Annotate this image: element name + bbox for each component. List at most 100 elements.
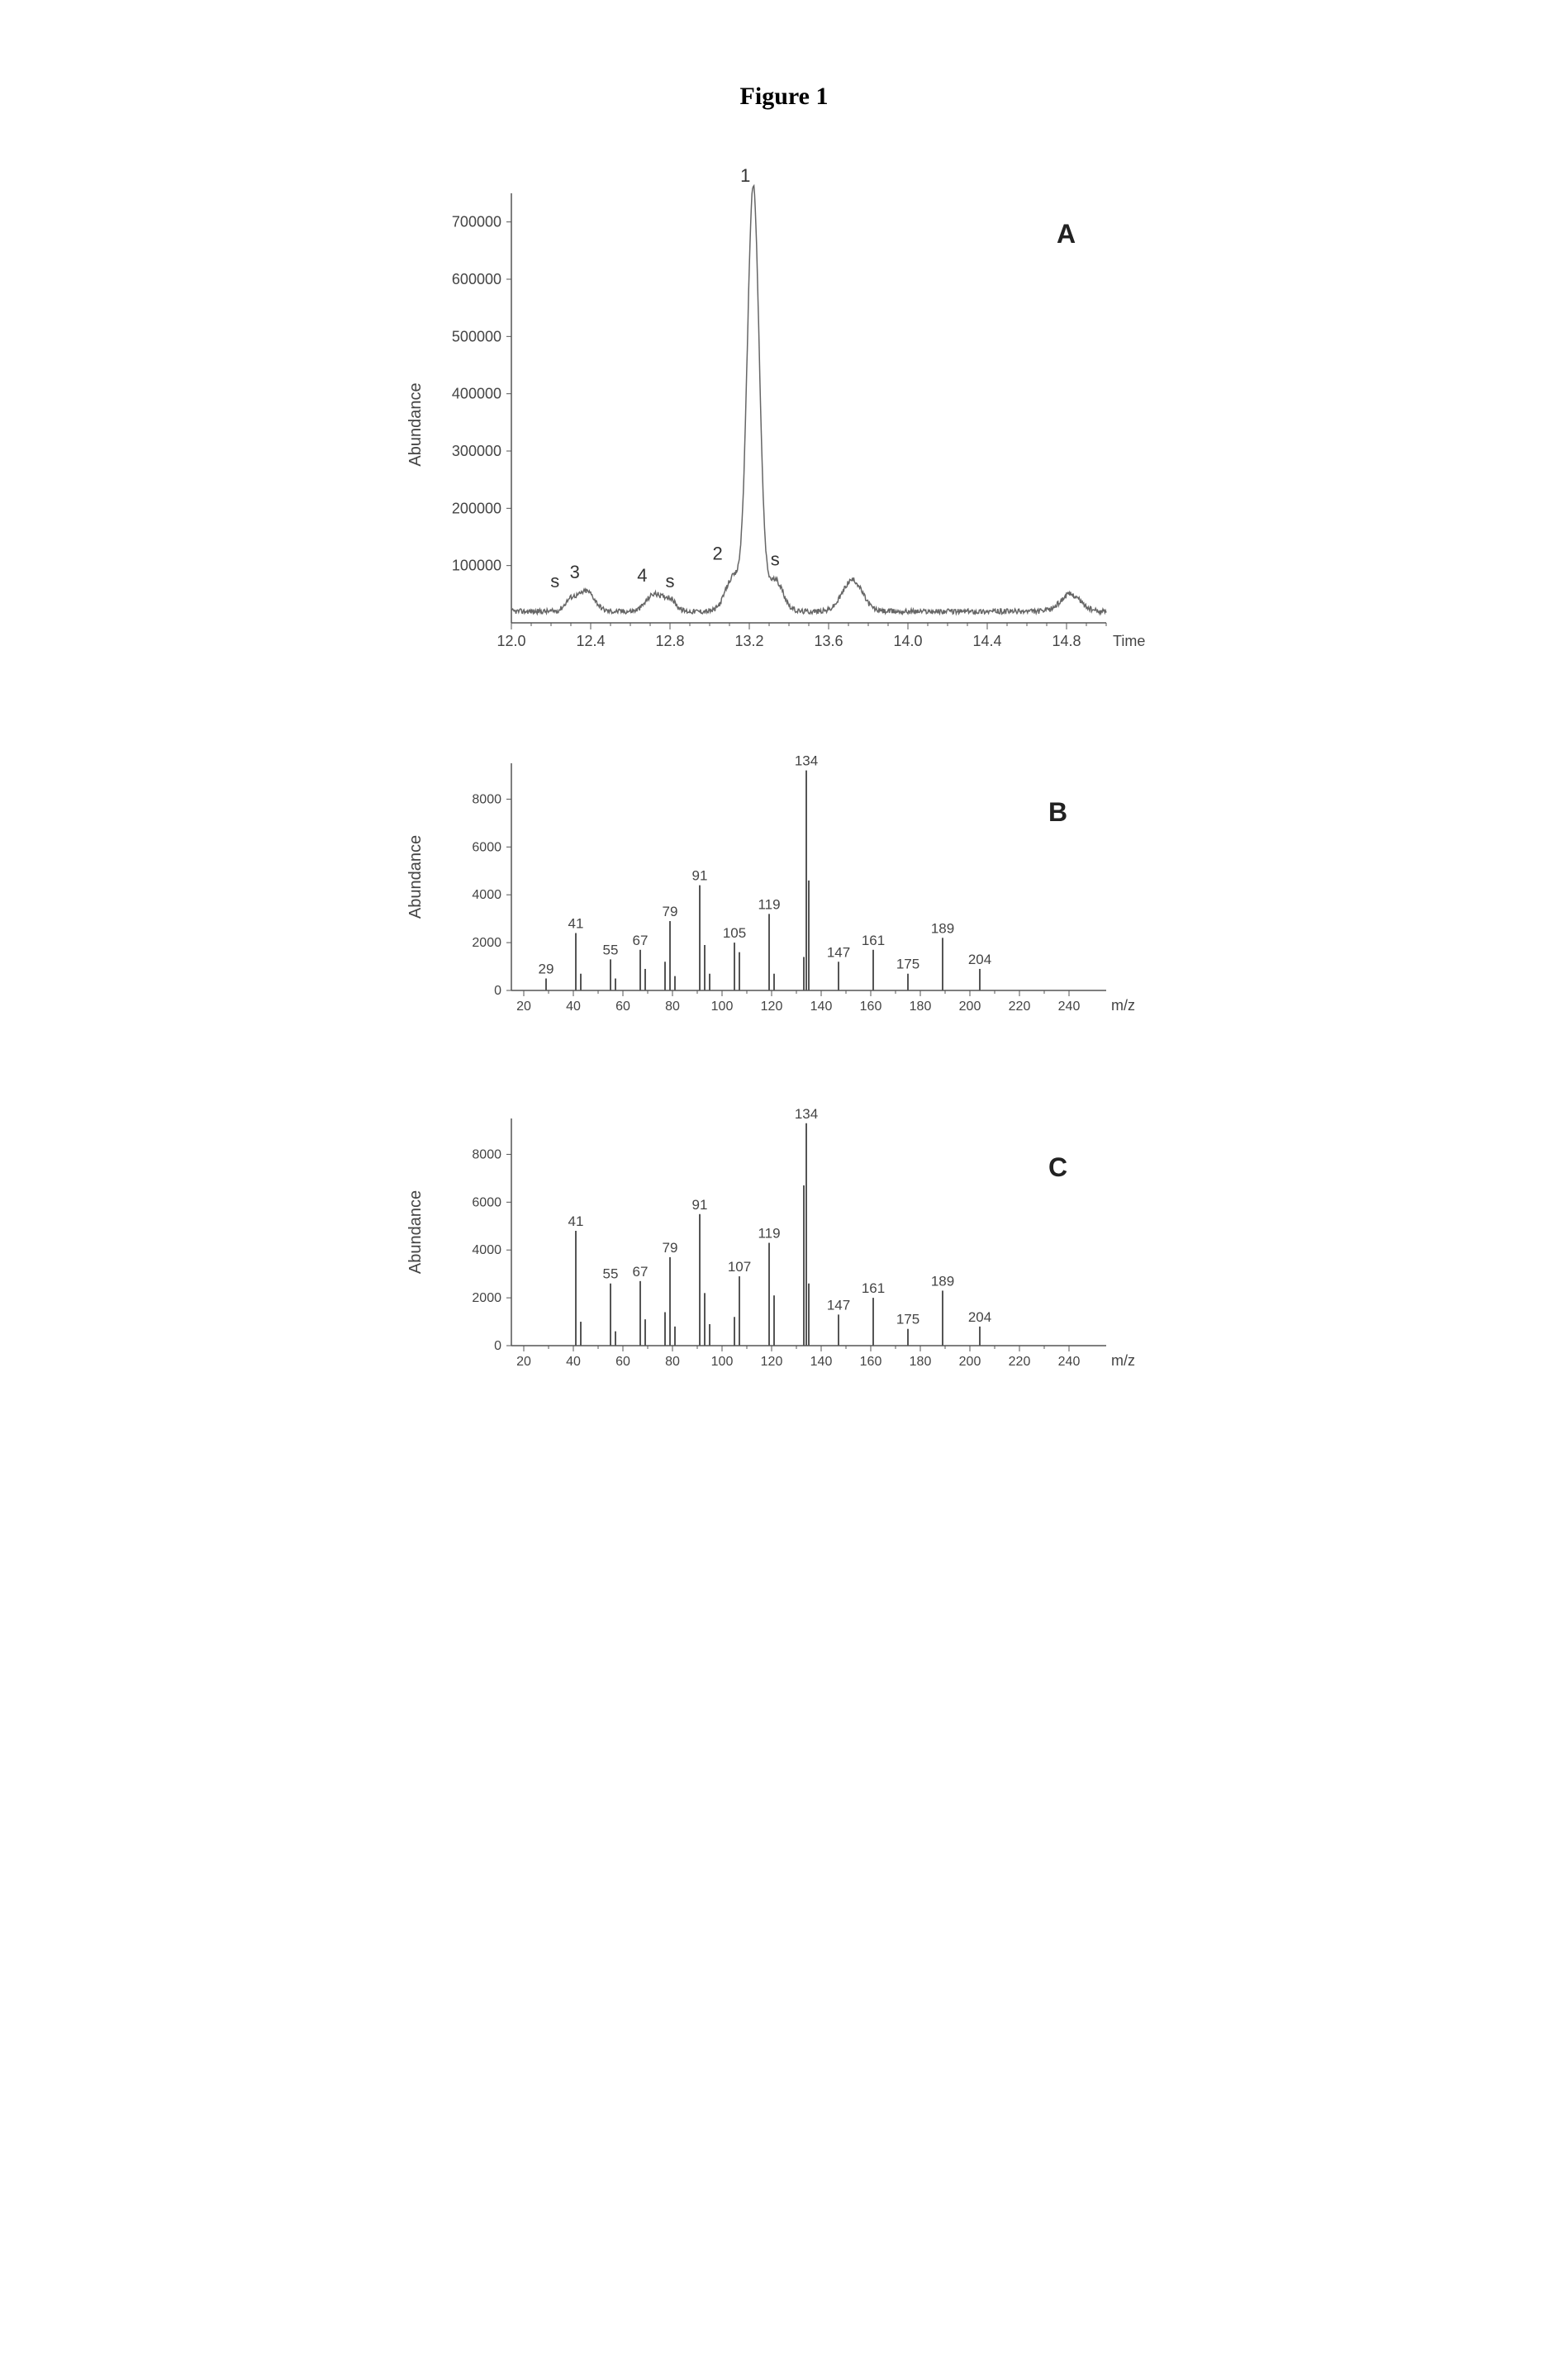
panel-a-xlabel: Time — [1113, 633, 1145, 649]
panel-a-ytick-label: 700000 — [452, 214, 501, 230]
panel-b: Abundance 0 2000 4000 6000 8000 20 40 60 80 100 120… — [396, 738, 1172, 1036]
ms-ytick-label: 4000 — [472, 888, 501, 902]
ms-panel-label: C — [1048, 1152, 1067, 1182]
figure-page: Figure 1 Abundance1000002000003000004000… — [330, 33, 1238, 1548]
ms-bar-label: 55 — [603, 1266, 619, 1282]
ms-ytick-label: 8000 — [472, 792, 501, 806]
panel-a-ytick-label: 100000 — [452, 558, 501, 574]
ms-bar-label: 204 — [968, 952, 991, 967]
ms-xtick-label: 60 — [615, 1000, 630, 1014]
ms-xtick-label: 200 — [959, 1000, 981, 1014]
ms-xtick-label: 160 — [860, 1355, 882, 1369]
ms-bar-label: 41 — [568, 916, 584, 932]
panel-a-peak-label: 1 — [740, 169, 750, 186]
ms-ylabel: Abundance — [406, 1190, 425, 1274]
ms-bar-label: 107 — [728, 1259, 751, 1275]
panel-a-xtick-label: 13.2 — [734, 633, 763, 649]
ms-xtick-label: 160 — [860, 1000, 882, 1014]
ms-xlabel: m/z — [1111, 1352, 1135, 1369]
panel-a-trace — [511, 186, 1106, 614]
panel-a: Abundance 100000 200000 300000 400000 500000 6… — [396, 169, 1172, 681]
ms-bar-label: 79 — [663, 904, 678, 919]
ms-ytick-label: 6000 — [472, 1195, 501, 1209]
ms-xtick-label: 80 — [665, 1355, 680, 1369]
ms-xtick-label: 180 — [910, 1000, 932, 1014]
ms-xtick-label: 180 — [910, 1355, 932, 1369]
ms-bar-label: 175 — [896, 957, 919, 972]
ms-ytick-label: 0 — [494, 984, 501, 998]
ms-bar-label: 91 — [692, 868, 708, 884]
ms-ytick-label: 0 — [494, 1339, 501, 1353]
ms-bar-label: 204 — [968, 1309, 991, 1325]
ms-bar-label: 119 — [758, 896, 780, 912]
ms-xtick-label: 240 — [1058, 1355, 1081, 1369]
ms-xlabel: m/z — [1111, 997, 1135, 1014]
panel-a-xtick-label: 14.8 — [1052, 633, 1081, 649]
ms-ylabel: Abundance — [406, 835, 425, 919]
ms-bar-label: 147 — [827, 1297, 850, 1313]
panel-a-xtick-label: 14.0 — [893, 633, 922, 649]
panel-c: Abundance 0 2000 4000 6000 8000 20 40 60 80 100 120… — [396, 1094, 1172, 1391]
ms-bar-label: 79 — [663, 1240, 678, 1256]
ms-bar-label: 41 — [568, 1213, 584, 1229]
panel-a-xtick-label: 12.0 — [497, 633, 525, 649]
ms-xtick-label: 40 — [566, 1000, 581, 1014]
panel-a-ytick-label: 300000 — [452, 443, 501, 459]
panel-a-ytick-label: 500000 — [452, 328, 501, 344]
panel-a-peak-label: s — [666, 571, 675, 591]
ms-bar-label: 161 — [862, 933, 885, 948]
ms-xtick-label: 240 — [1058, 1000, 1081, 1014]
ms-xtick-label: 120 — [761, 1000, 783, 1014]
ms-bar-label: 119 — [758, 1226, 780, 1242]
ms-xtick-label: 80 — [665, 1000, 680, 1014]
panel-a-xtick-label: 13.6 — [814, 633, 843, 649]
ms-ytick-label: 4000 — [472, 1243, 501, 1257]
ms-ytick-label: 6000 — [472, 840, 501, 854]
ms-bar-label: 147 — [827, 944, 850, 960]
ms-xtick-label: 220 — [1009, 1355, 1031, 1369]
panel-a-peak-label: 4 — [637, 565, 647, 586]
ms-bar-label: 55 — [603, 942, 619, 957]
ms-bar-label: 134 — [795, 753, 818, 769]
panel-a-ylabel: Abundance — [406, 382, 425, 466]
ms-xtick-label: 20 — [516, 1355, 531, 1369]
ms-xtick-label: 140 — [810, 1355, 833, 1369]
figure-title: Figure 1 — [396, 83, 1172, 111]
ms-ytick-label: 2000 — [472, 1291, 501, 1305]
ms-bar-label: 29 — [539, 962, 554, 977]
ms-bar-label: 67 — [633, 1264, 649, 1280]
panel-a-peak-label: 2 — [712, 544, 722, 564]
ms-bar-label: 175 — [896, 1312, 919, 1327]
ms-bar-label: 161 — [862, 1280, 885, 1296]
ms-xtick-label: 200 — [959, 1355, 981, 1369]
ms-bar-label: 91 — [692, 1197, 708, 1213]
ms-xtick-label: 60 — [615, 1355, 630, 1369]
ms-bar-label: 105 — [723, 925, 746, 941]
ms-panel-label: B — [1048, 797, 1067, 827]
panel-a-ytick-label: 600000 — [452, 271, 501, 287]
ms-ytick-label: 8000 — [472, 1147, 501, 1161]
panel-c-svg: Abundance 0 2000 4000 6000 8000 20 40 60 80 100 120… — [396, 1094, 1156, 1391]
ms-bar-label: 67 — [633, 933, 649, 948]
ms-bar-label: 134 — [795, 1106, 818, 1122]
ms-xtick-label: 40 — [566, 1355, 581, 1369]
panel-a-xtick-label: 14.4 — [972, 633, 1001, 649]
panel-a-svg: Abundance 100000 200000 300000 400000 500000 6… — [396, 169, 1156, 681]
panel-a-xtick-label: 12.8 — [655, 633, 684, 649]
panel-a-peak-label: s — [771, 549, 780, 570]
panel-b-svg: Abundance 0 2000 4000 6000 8000 20 40 60 80 100 120… — [396, 738, 1156, 1036]
panel-a-ytick-label: 400000 — [452, 386, 501, 402]
ms-xtick-label: 140 — [810, 1000, 833, 1014]
panel-a-ytick-label: 200000 — [452, 500, 501, 516]
ms-xtick-label: 100 — [711, 1000, 734, 1014]
ms-bar-label: 189 — [931, 920, 954, 936]
ms-xtick-label: 220 — [1009, 1000, 1031, 1014]
panel-a-xtick-label: 12.4 — [576, 633, 605, 649]
panel-a-peak-label: 3 — [570, 562, 580, 582]
ms-bar-label: 189 — [931, 1273, 954, 1289]
panel-a-label: A — [1057, 219, 1076, 249]
ms-xtick-label: 20 — [516, 1000, 531, 1014]
ms-xtick-label: 120 — [761, 1355, 783, 1369]
ms-ytick-label: 2000 — [472, 936, 501, 950]
ms-xtick-label: 100 — [711, 1355, 734, 1369]
